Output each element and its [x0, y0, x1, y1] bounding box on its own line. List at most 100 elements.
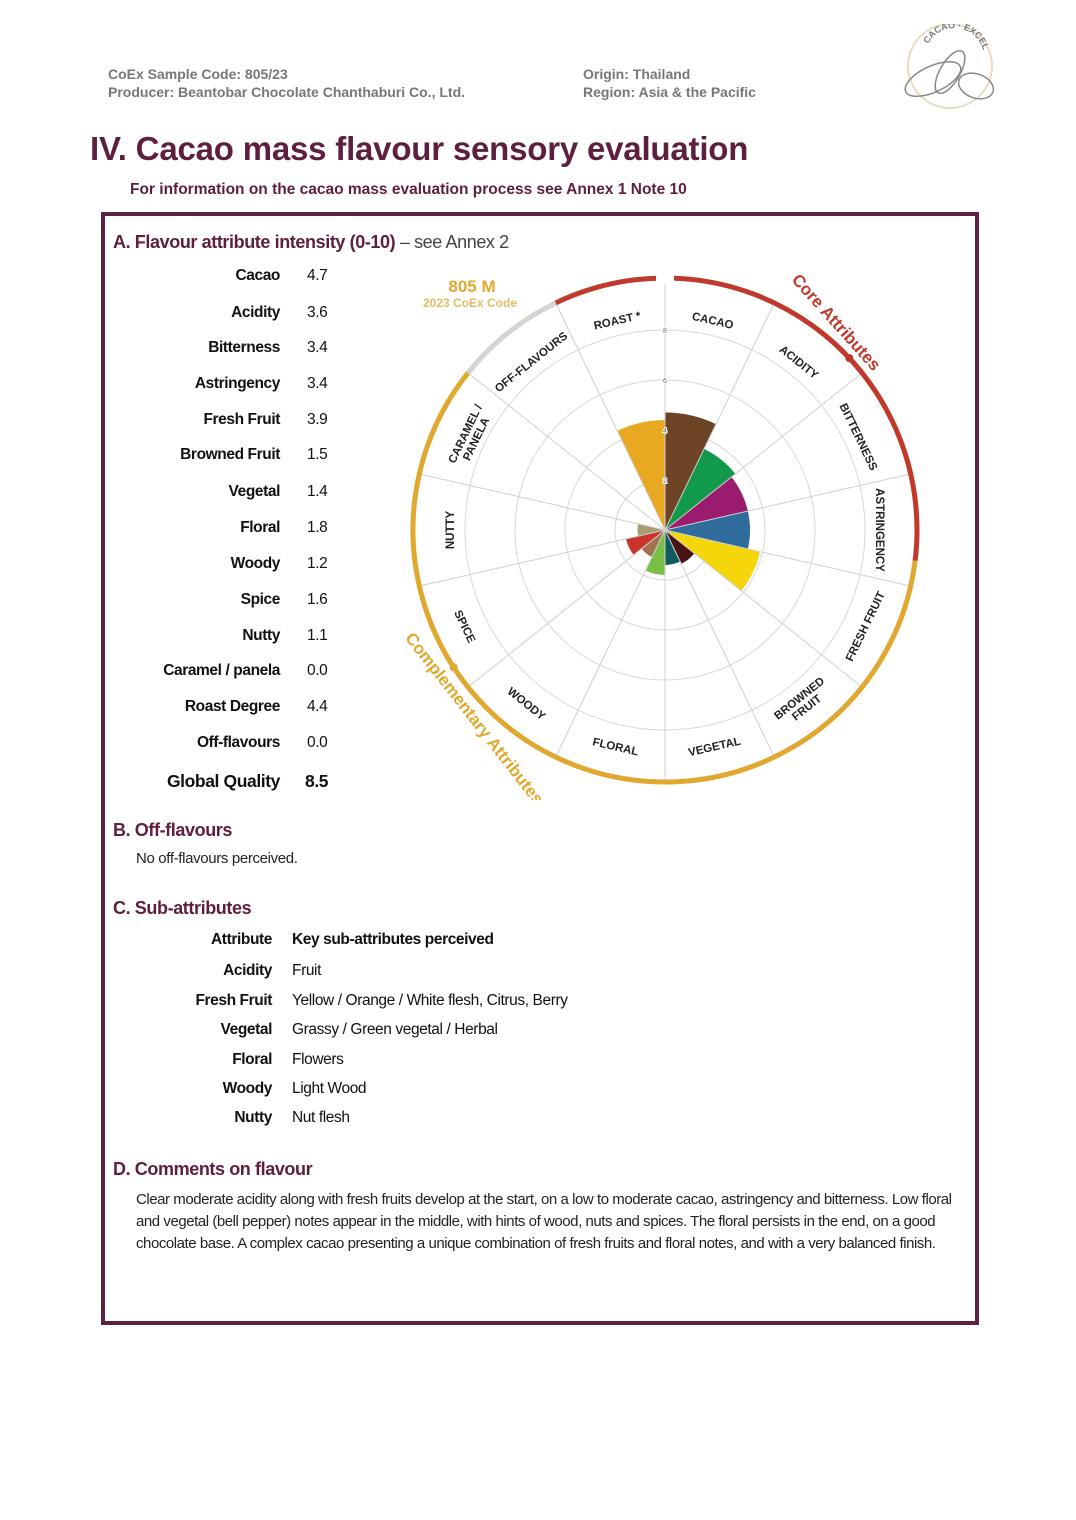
- wedge-bitterness: [665, 477, 748, 530]
- attribute-value: 1.8: [307, 519, 328, 536]
- category-label: NUTTY: [445, 511, 457, 550]
- cacao-of-excellence-logo: CACAO · EXCELLENCE: [888, 24, 995, 109]
- wedge-roast-: [617, 420, 665, 530]
- attribute-value: 4.4: [307, 698, 328, 715]
- wedge-cacao: [665, 412, 716, 530]
- flavour-comment: Clear moderate acidity along with fresh …: [136, 1191, 952, 1252]
- core-ring-arc: [554, 275, 920, 562]
- radial-line: [469, 529, 666, 687]
- chart-ring: [410, 272, 920, 785]
- r-tick-label: 8: [663, 328, 667, 335]
- radial-line: [469, 373, 666, 531]
- attribute-value: 0.0: [307, 734, 328, 751]
- attribute-label: Floral: [240, 519, 280, 536]
- attribute-label: Fresh Fruit: [203, 411, 280, 428]
- radial-line: [664, 529, 861, 687]
- attribute-label: Roast Degree: [184, 698, 281, 715]
- svg-text:CACAO · EXCELLENCE: CACAO · EXCELLENCE: [888, 24, 991, 51]
- sub-attribute-value: Fruit: [292, 962, 322, 979]
- attribute-value: 3.6: [307, 304, 328, 321]
- sub-attribute-value: Yellow / Orange / White flesh, Citrus, B…: [292, 992, 568, 1009]
- col-attribute: Attribute: [211, 931, 272, 948]
- attribute-label: Astringency: [194, 375, 281, 392]
- sub-attribute-value: Light Wood: [292, 1080, 367, 1097]
- attribute-value: 0.0: [307, 662, 328, 679]
- attribute-label: Vegetal: [228, 483, 281, 500]
- wedge-browned-fruit: [665, 530, 695, 564]
- radial-line: [664, 304, 774, 531]
- header-left: CoEx Sample Code: 805/23 Producer: Beant…: [108, 65, 465, 101]
- chart-code: 805 M: [448, 277, 495, 296]
- sub-attribute-name: Vegetal: [220, 1021, 273, 1038]
- section-d-heading: D. Comments on flavour: [113, 1159, 313, 1179]
- radial-line: [664, 529, 774, 756]
- radial-line: [421, 529, 666, 587]
- radial-line: [664, 373, 861, 531]
- attribute-value: 3.4: [307, 339, 328, 356]
- wedge-acidity: [665, 448, 736, 530]
- attribute-value: 1.1: [307, 627, 328, 644]
- page-subtitle: For information on the cacao mass evalua…: [130, 181, 687, 198]
- wedge-woody: [641, 530, 665, 558]
- r-tick-label: 6: [663, 378, 667, 385]
- radial-line: [664, 473, 909, 531]
- sub-attribute-name: Floral: [232, 1051, 272, 1068]
- wedge-astringency: [665, 511, 750, 549]
- chart-code-sub: 2023 CoEx Code: [423, 296, 517, 310]
- section-a-suffix: – see Annex 2: [395, 232, 509, 252]
- attribute-label: Caramel / panela: [163, 662, 280, 679]
- core-marker-dot: [845, 354, 854, 363]
- category-label-text: ASTRINGENCY: [873, 488, 885, 572]
- attribute-value: 3.4: [307, 375, 328, 392]
- complementary-marker-dot: [449, 663, 458, 672]
- sub-attribute-name: Woody: [222, 1080, 273, 1097]
- attribute-label: Spice: [240, 591, 281, 608]
- attribute-value: 1.4: [307, 483, 328, 500]
- sub-attribute-value: Grassy / Green vegetal / Herbal: [292, 1021, 498, 1038]
- region: Region: Asia & the Pacific: [583, 84, 756, 100]
- attribute-label: Cacao: [235, 267, 280, 284]
- r-tick-label: 4: [663, 428, 667, 435]
- wedge-fresh-fruit: [665, 530, 761, 591]
- attribute-value: 3.9: [307, 411, 328, 428]
- attribute-value: 1.2: [307, 555, 328, 572]
- ring-gap: [656, 272, 674, 284]
- global-quality-label: Global Quality: [166, 771, 280, 791]
- radial-line: [664, 529, 909, 587]
- sub-attribute-name: Acidity: [223, 962, 272, 979]
- category-label: ASTRINGENCY: [873, 488, 885, 572]
- off-flavours-text: No off-flavours perceived.: [136, 850, 298, 867]
- off-flavours-ring-arc: [466, 300, 557, 375]
- sub-attribute-name: Fresh Fruit: [195, 992, 272, 1009]
- wedge-nutty: [637, 523, 665, 537]
- origin: Origin: Thailand: [583, 66, 691, 82]
- chart-radials: [421, 280, 909, 780]
- flavour-polar-chart: 246810 CACAOACIDITYBITTERNESSASTRINGENCY…: [401, 270, 920, 800]
- section-a-title: A. Flavour attribute intensity (0-10): [113, 232, 396, 252]
- r-tick-label: 2: [663, 478, 667, 485]
- attribute-value: 4.7: [307, 267, 328, 284]
- sub-attribute-value: Nut flesh: [292, 1109, 350, 1126]
- attribute-label: Nutty: [242, 627, 280, 644]
- attribute-label: Off-flavours: [196, 734, 280, 751]
- section-a-heading: A. Flavour attribute intensity (0-10) – …: [113, 232, 509, 253]
- page-title: IV. Cacao mass flavour sensory evaluatio…: [90, 130, 749, 167]
- category-label-text: NUTTY: [445, 511, 457, 550]
- attribute-label: Acidity: [231, 304, 280, 321]
- sample-code: CoEx Sample Code: 805/23: [108, 66, 288, 82]
- sub-attribute-name: Nutty: [234, 1109, 272, 1126]
- attribute-label: Woody: [230, 555, 281, 572]
- attribute-value: 1.6: [307, 591, 328, 608]
- header-right: Origin: Thailand Region: Asia & the Paci…: [583, 65, 756, 101]
- radial-line: [421, 473, 666, 531]
- attribute-label: Browned Fruit: [180, 446, 280, 463]
- complementary-ring-arc: [410, 371, 918, 785]
- sub-header-key: Key sub-attributes perceived: [292, 931, 494, 948]
- attribute-value: 1.5: [307, 446, 328, 463]
- evaluation-box: [101, 212, 979, 1325]
- producer: Producer: Beantobar Chocolate Chanthabur…: [108, 84, 466, 100]
- global-quality-value: 8.5: [305, 771, 329, 791]
- radial-line: [556, 529, 666, 756]
- section-c-heading: C. Sub-attributes: [113, 898, 252, 918]
